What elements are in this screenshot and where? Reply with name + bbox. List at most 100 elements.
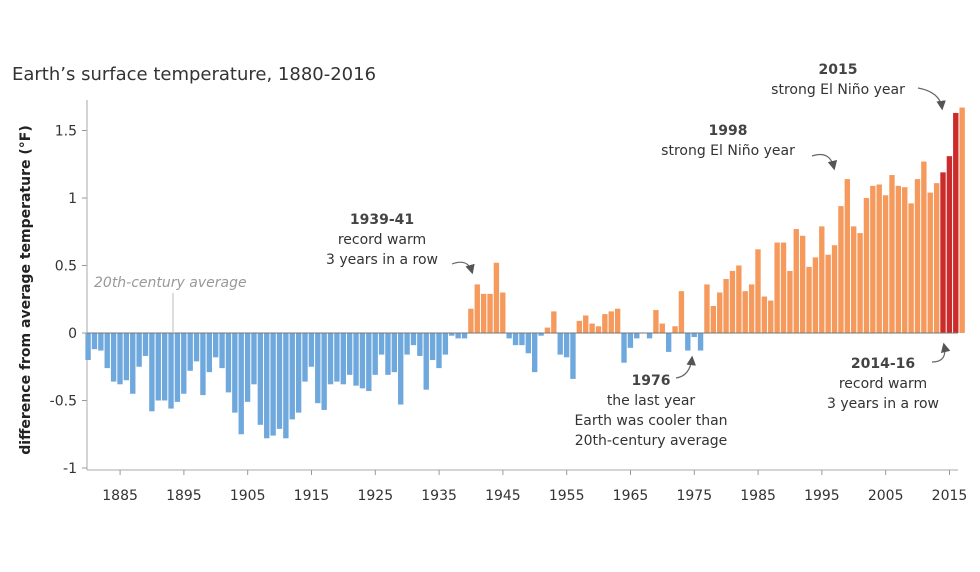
x-tick-label: 1985 xyxy=(740,488,776,504)
bar-2009 xyxy=(908,203,914,333)
bar-1903 xyxy=(232,333,238,413)
x-tick-label: 1975 xyxy=(676,488,712,504)
x-tick-label: 1905 xyxy=(230,488,266,504)
bar-1891 xyxy=(155,333,161,401)
annot-1939-line: 3 years in a row xyxy=(326,252,438,268)
bar-1952 xyxy=(544,327,551,333)
x-tick-label: 1935 xyxy=(421,488,457,504)
y-tick-label: -1 xyxy=(63,461,77,477)
bar-2002 xyxy=(863,198,870,333)
bar-1899 xyxy=(206,333,212,373)
bar-1881 xyxy=(91,333,98,350)
bar-2004 xyxy=(876,184,882,333)
y-tick-label: -0.5 xyxy=(50,394,77,410)
bar-2011 xyxy=(921,161,927,333)
annot-2015-line: strong El Niño year xyxy=(771,82,905,98)
bar-1936 xyxy=(442,333,449,355)
bar-1973 xyxy=(678,291,685,333)
bar-1989 xyxy=(780,242,787,333)
y-tick-label: 0.5 xyxy=(55,259,77,275)
bar-1910 xyxy=(276,333,283,429)
annot-1976-line: 1976 xyxy=(632,373,671,389)
bar-1902 xyxy=(225,333,232,393)
bar-1949 xyxy=(525,333,531,354)
bar-1986 xyxy=(761,296,768,333)
x-tick-label: 1925 xyxy=(357,488,393,504)
bar-1908 xyxy=(264,333,270,439)
bar-2005 xyxy=(882,195,889,333)
annot-1939-line: record warm xyxy=(338,232,426,248)
bar-1958 xyxy=(583,315,589,333)
bar-2017 xyxy=(959,107,965,333)
annot-2014-line: 3 years in a row xyxy=(827,396,939,412)
bar-1940 xyxy=(468,308,474,333)
bar-1919 xyxy=(334,333,340,382)
bar-1924 xyxy=(366,333,372,392)
bar-1900 xyxy=(213,333,219,358)
bar-1927 xyxy=(385,333,391,375)
bar-1926 xyxy=(378,333,385,355)
bar-1954 xyxy=(557,333,563,355)
bar-1946 xyxy=(506,333,512,339)
bar-1951 xyxy=(538,333,544,336)
bar-1937 xyxy=(449,333,455,336)
bar-2014 xyxy=(940,172,946,333)
bar-2010 xyxy=(914,179,921,333)
bar-1930 xyxy=(404,333,410,355)
bar-2016 xyxy=(953,112,959,333)
bar-1976 xyxy=(697,333,704,351)
bar-1981 xyxy=(729,270,736,333)
bar-1917 xyxy=(321,333,327,410)
bar-1920 xyxy=(340,333,346,385)
bar-1921 xyxy=(346,333,353,375)
y-axis-label: difference from average temperature (°F) xyxy=(18,125,34,455)
bar-1929 xyxy=(398,333,404,405)
bar-1963 xyxy=(614,308,621,333)
bar-1944 xyxy=(493,262,500,333)
bar-1912 xyxy=(289,333,295,420)
x-tick-label: 1915 xyxy=(294,488,330,504)
bar-1904 xyxy=(238,333,244,435)
x-tick-label: 1995 xyxy=(804,488,840,504)
x-tick-label: 1945 xyxy=(485,488,521,504)
bar-1965 xyxy=(627,333,634,348)
bar-1964 xyxy=(621,333,627,363)
bar-1953 xyxy=(551,311,557,333)
bar-1883 xyxy=(104,333,110,369)
bar-1935 xyxy=(436,333,442,369)
bar-1993 xyxy=(806,266,812,333)
bar-1956 xyxy=(570,333,576,379)
baseline-label: 20th-century average xyxy=(94,275,247,291)
annot-1976-arrow xyxy=(675,355,696,379)
annot-2015-line: 2015 xyxy=(819,62,858,78)
annot-1998-arrow xyxy=(811,153,838,171)
bar-1982 xyxy=(736,265,742,333)
x-tick-label: 1965 xyxy=(613,488,649,504)
bar-1905 xyxy=(244,333,251,402)
x-tick-label: 1885 xyxy=(102,488,138,504)
annot-2015-arrow xyxy=(917,87,946,111)
x-tick-label: 2015 xyxy=(932,488,968,504)
y-tick-label: 0 xyxy=(68,326,77,342)
bar-1987 xyxy=(768,300,774,333)
bar-1931 xyxy=(410,333,417,346)
bar-1985 xyxy=(755,249,761,333)
bar-1889 xyxy=(142,333,149,356)
bar-1959 xyxy=(589,323,595,333)
x-tick-label: 1955 xyxy=(549,488,585,504)
bar-1898 xyxy=(200,333,206,396)
bar-1909 xyxy=(270,333,276,436)
bar-1896 xyxy=(187,333,193,371)
bar-1913 xyxy=(295,333,302,413)
bar-1996 xyxy=(825,254,831,333)
bar-1897 xyxy=(193,333,200,362)
bar-1887 xyxy=(130,333,136,394)
x-tick-label: 2005 xyxy=(868,488,904,504)
bar-1990 xyxy=(787,270,793,333)
bar-1968 xyxy=(646,333,653,339)
bar-1995 xyxy=(819,226,825,333)
bar-1969 xyxy=(653,310,659,333)
bar-2012 xyxy=(927,192,933,333)
bar-1914 xyxy=(302,333,308,382)
